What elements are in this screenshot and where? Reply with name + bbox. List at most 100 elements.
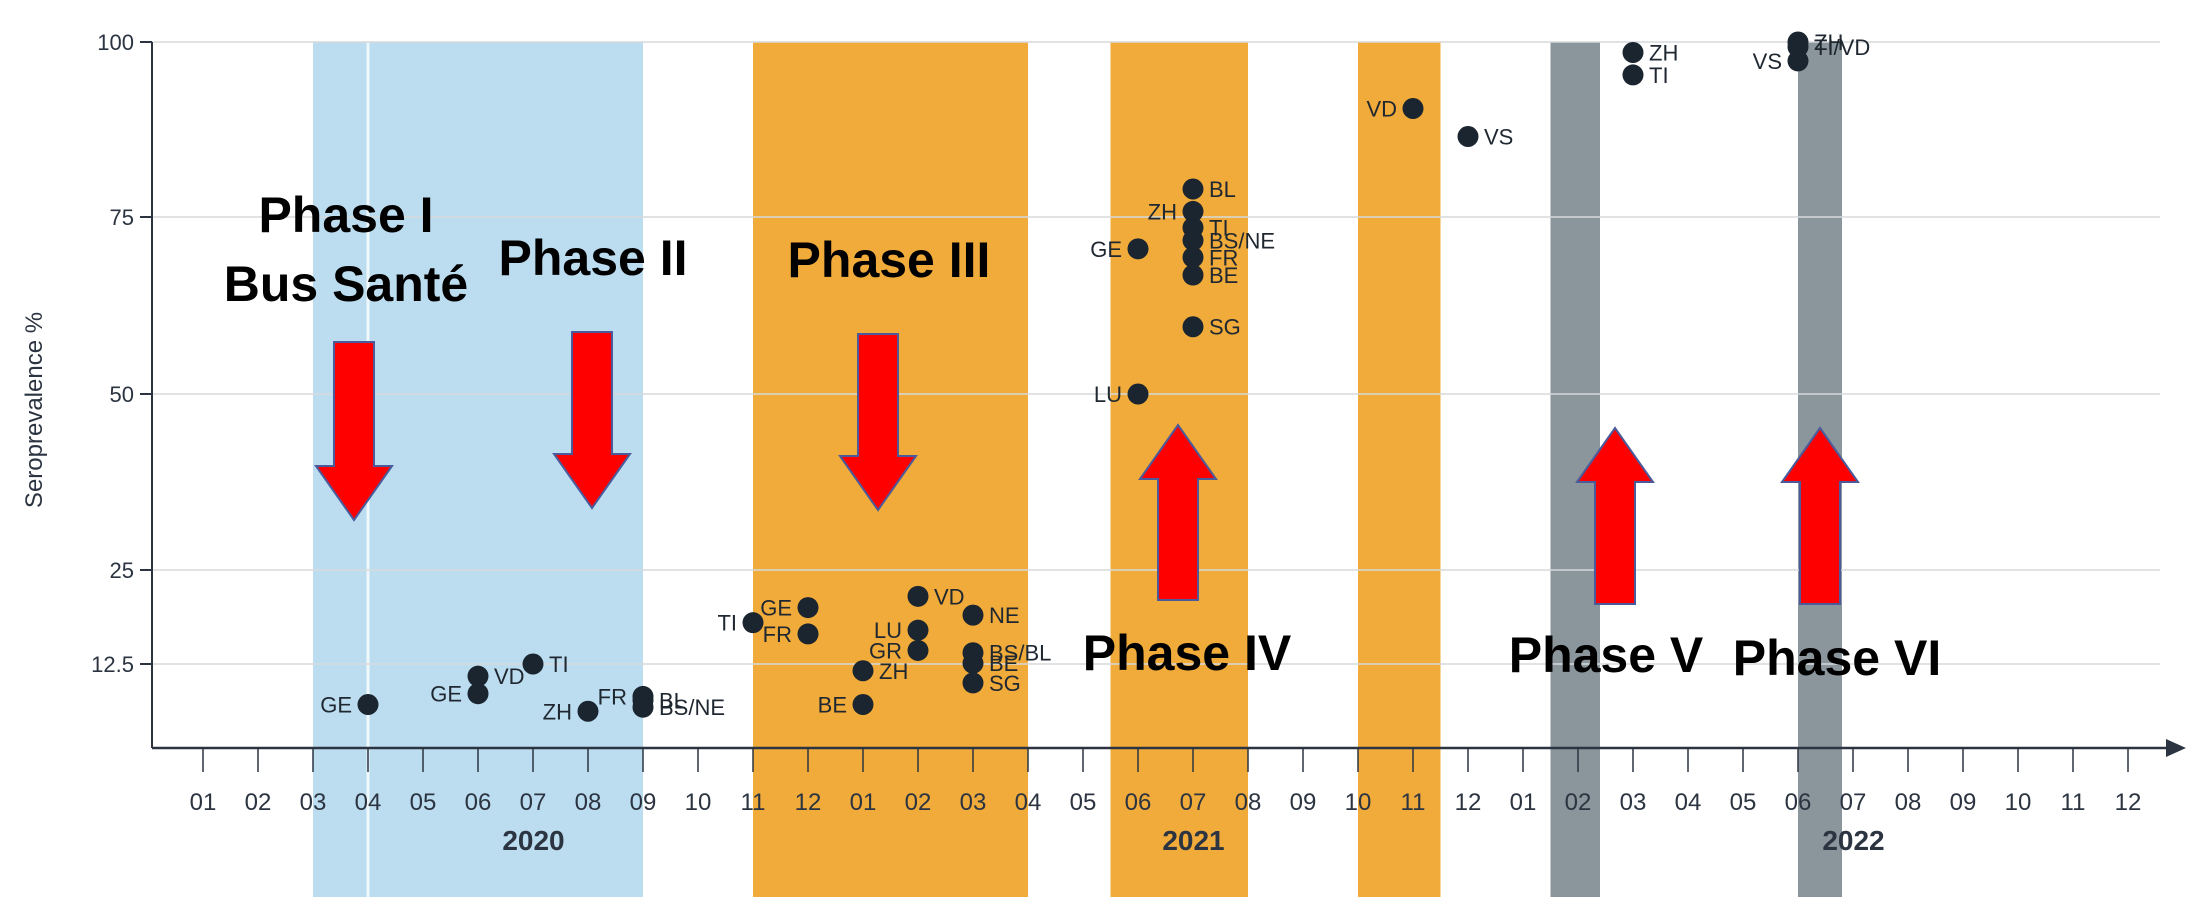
data-point — [357, 694, 379, 715]
x-tick-label: 07 — [1180, 789, 1207, 816]
x-tick-label: 06 — [1785, 789, 1812, 816]
data-point-label: ZH — [1148, 199, 1177, 224]
phase-label: Phase II — [499, 230, 688, 286]
phase-annotation: Phase I Bus Santé — [224, 187, 468, 522]
x-tick-label: 12 — [1455, 789, 1482, 816]
data-point — [742, 612, 764, 634]
y-tick-label: 12.5 — [91, 652, 134, 677]
data-point — [907, 619, 929, 641]
data-point — [1787, 50, 1809, 72]
x-tick-label: 09 — [630, 789, 657, 816]
arrow-down-icon — [838, 333, 918, 512]
data-point — [1622, 64, 1644, 86]
phase-annotation: Phase V — [1509, 426, 1704, 683]
year-label: 2020 — [502, 825, 564, 856]
phase-annotation: Phase III — [788, 232, 991, 512]
y-axis-title: Seroprevalence % — [21, 312, 48, 508]
x-tick-label: 09 — [1290, 789, 1317, 816]
x-tick-label: 01 — [190, 789, 217, 816]
axes: 01 02 03 04 05 06 07 08 09 10 11 12 01 02 03 04 05 06 07 08… — [151, 42, 2186, 856]
arrow-down-icon — [314, 341, 394, 522]
x-tick-label: 03 — [300, 789, 327, 816]
x-tick-label: 05 — [1730, 789, 1757, 816]
x-tick-label: 04 — [1015, 789, 1042, 816]
data-point-label: BS/NE — [659, 695, 725, 720]
x-tick-label: 11 — [1401, 789, 1426, 816]
data-point-label: TI — [1649, 63, 1669, 88]
phase-annotations: Phase I Bus Santé Phase II Phase III Phase I… — [224, 187, 1941, 686]
x-tick-label: 02 — [245, 789, 272, 816]
data-point-label: ZH — [1814, 30, 1843, 55]
data-point-label: VD — [934, 584, 965, 609]
x-tick-label: 04 — [355, 789, 382, 816]
data-point-label: BE — [989, 651, 1018, 676]
data-point-label: ZH — [1649, 41, 1678, 66]
x-tick-label: 01 — [850, 789, 877, 816]
phase-label: Phase I — [258, 187, 433, 243]
data-point — [1127, 238, 1149, 260]
data-point-label: GR — [869, 638, 902, 663]
data-point — [1182, 246, 1204, 268]
data-point — [962, 652, 984, 674]
data-point-label: ZH — [543, 699, 572, 724]
x-tick-label: 03 — [1620, 789, 1647, 816]
phase-label: Phase V — [1509, 627, 1704, 683]
data-point — [1182, 316, 1204, 338]
arrow-up-icon — [1780, 426, 1860, 605]
data-point — [577, 700, 599, 722]
data-point — [1182, 200, 1204, 222]
data-point-label: GE — [320, 693, 352, 718]
phase-annotation: Phase IV — [1083, 423, 1292, 681]
x-tick-label: 10 — [1345, 789, 1372, 816]
data-point — [632, 696, 654, 718]
x-tick-label: 02 — [1565, 789, 1592, 816]
data-point-label: SG — [989, 671, 1021, 696]
x-tick-label: 04 — [1675, 789, 1702, 816]
data-point-label: LU — [1094, 382, 1122, 407]
data-point-label: BL — [659, 688, 686, 713]
data-point-label: GE — [430, 682, 462, 707]
x-axis-arrowhead — [2166, 739, 2186, 757]
arrow-up-icon — [1575, 426, 1655, 605]
x-tick-label: 10 — [685, 789, 712, 816]
data-point-label: VS — [1484, 125, 1513, 150]
data-point — [797, 597, 819, 619]
data-point — [467, 683, 489, 705]
year-label: 2021 — [1162, 825, 1224, 856]
data-point-label: TI — [717, 611, 737, 636]
x-tick-label: 08 — [1235, 789, 1262, 816]
data-point-label: NE — [989, 603, 1020, 628]
x-tick-label: 07 — [1840, 789, 1867, 816]
x-tick-label: 09 — [1950, 789, 1977, 816]
x-tick-label: 10 — [2005, 789, 2032, 816]
phase-label: Phase III — [788, 232, 991, 288]
data-point — [522, 653, 544, 675]
y-tick-label: 50 — [110, 382, 134, 407]
data-point — [907, 585, 929, 607]
x-tick-label: 06 — [1125, 789, 1152, 816]
x-tick-label: 02 — [905, 789, 932, 816]
data-point-label: FR — [1209, 245, 1238, 270]
data-point-label: LU — [874, 618, 902, 643]
data-point — [1402, 98, 1424, 119]
phase-band-4 — [1358, 42, 1441, 897]
x-tick-label: 03 — [960, 789, 987, 816]
data-point — [907, 639, 929, 661]
data-point-label: FR — [763, 622, 792, 647]
data-point-label: ZH — [879, 659, 908, 684]
x-tick-label: 12 — [795, 789, 822, 816]
x-tick-label: 11 — [2061, 789, 2086, 816]
data-point — [962, 672, 984, 694]
data-point — [797, 623, 819, 645]
data-point-label: GE — [760, 596, 792, 621]
data-point — [852, 660, 874, 682]
data-point-label: VD — [494, 664, 525, 689]
arrow-down-icon — [552, 331, 632, 510]
x-tick-label: 06 — [465, 789, 492, 816]
data-point-label: TI — [1209, 216, 1229, 241]
data-point — [467, 665, 489, 687]
phase-label: Phase IV — [1083, 625, 1292, 681]
x-tick-label: 08 — [575, 789, 602, 816]
